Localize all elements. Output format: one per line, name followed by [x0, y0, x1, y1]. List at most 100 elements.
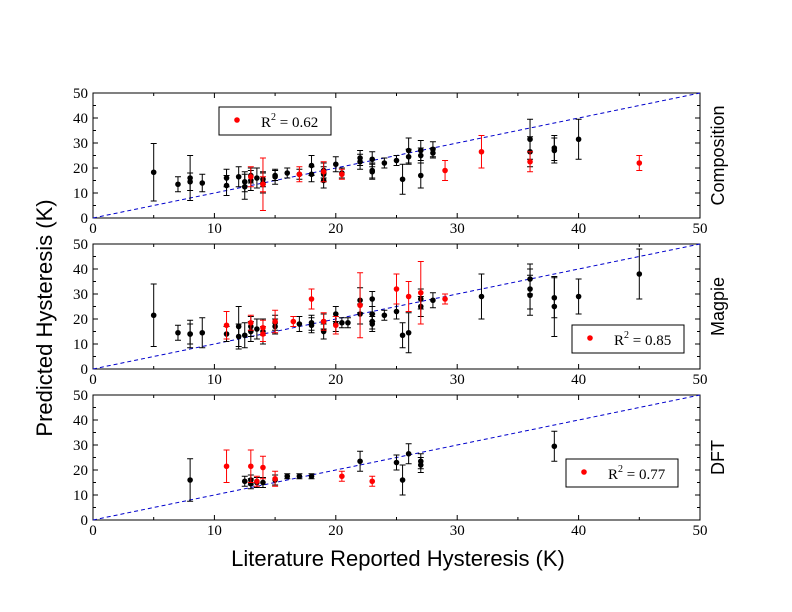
data-point [308, 322, 315, 329]
x-tick-label: 30 [450, 523, 465, 539]
x-tick-label: 0 [89, 221, 97, 237]
y-tick-label: 20 [73, 161, 88, 177]
x-tick-label: 50 [693, 372, 708, 388]
data-point [272, 475, 278, 482]
data-point [527, 158, 533, 165]
data-point [369, 321, 376, 327]
data-point [551, 147, 558, 154]
panel-side-label: Magpie [708, 277, 728, 336]
legend-label: R2 = 0.85 [614, 330, 671, 349]
data-point [369, 167, 376, 174]
data-point [308, 171, 315, 178]
data-point [442, 296, 448, 302]
data-point [430, 146, 436, 153]
data-point [339, 473, 345, 480]
data-point [417, 152, 424, 159]
data-point [284, 473, 291, 480]
data-point [199, 180, 206, 186]
data-point [260, 479, 266, 486]
x-tick-label: 30 [450, 372, 465, 388]
data-point [369, 296, 376, 302]
y-tick-label: 50 [73, 86, 88, 102]
y-tick-label: 30 [73, 287, 88, 303]
y-tick-label: 20 [73, 312, 88, 328]
data-point [333, 161, 339, 168]
data-point [430, 297, 436, 304]
data-point [333, 322, 339, 329]
data-point [575, 136, 582, 143]
panel-dft: 0 10 20 30 40 50 0 10 20 30 40 50 R2 = 0.77 DFT [73, 388, 728, 539]
data-point [260, 324, 266, 331]
data-point [241, 183, 248, 190]
x-tick-label: 20 [328, 523, 343, 539]
data-point [357, 302, 363, 309]
x-tick-label: 10 [207, 523, 222, 539]
data-point [405, 450, 412, 457]
data-point [223, 463, 230, 470]
panel-composition: 0 10 20 30 40 50 0 10 20 30 40 50 R2 = 0.62 Compositi… [73, 86, 728, 237]
data-point [381, 160, 388, 166]
data-point [241, 332, 248, 339]
data-point [284, 170, 291, 176]
data-point [199, 329, 206, 336]
data-point [417, 458, 424, 465]
data-point [308, 296, 315, 302]
y-tick-label: 0 [81, 211, 89, 227]
y-tick-label: 0 [81, 513, 89, 529]
data-point [296, 171, 303, 178]
data-point [369, 156, 376, 163]
data-point [254, 175, 260, 181]
data-point [235, 173, 242, 180]
x-tick-label: 20 [328, 221, 343, 237]
x-tick-label: 50 [693, 523, 708, 539]
data-point [150, 169, 157, 176]
data-point [333, 311, 339, 317]
data-point [187, 175, 193, 181]
data-point [175, 181, 181, 188]
x-tick-label: 20 [328, 372, 343, 388]
legend-marker [587, 335, 593, 341]
data-point [290, 318, 297, 325]
x-tick-label: 50 [693, 221, 708, 237]
data-point [339, 319, 345, 326]
data-point [272, 318, 278, 325]
data-point [381, 312, 388, 319]
data-point [320, 168, 327, 175]
data-point [551, 443, 558, 450]
y-tick-label: 10 [73, 186, 88, 202]
y-tick-label: 30 [73, 438, 88, 454]
x-tick-label: 10 [207, 221, 222, 237]
panel-side-label: Composition [708, 105, 728, 205]
data-point [478, 293, 485, 300]
data-point [223, 175, 230, 181]
data-point [399, 176, 406, 183]
data-point [405, 153, 412, 160]
data-point [150, 312, 157, 319]
legend-marker [581, 469, 587, 475]
data-point [339, 171, 345, 178]
data-point [345, 319, 351, 326]
y-tick-label: 40 [73, 111, 88, 127]
data-point [417, 172, 424, 179]
x-tick-label: 10 [207, 372, 222, 388]
data-point [187, 331, 193, 337]
y-tick-label: 10 [73, 337, 88, 353]
data-point [296, 321, 303, 327]
y-tick-label: 30 [73, 136, 88, 152]
data-point [442, 167, 448, 174]
data-point [393, 286, 400, 292]
data-point [527, 292, 533, 299]
data-point [393, 308, 400, 315]
data-point [235, 333, 242, 340]
data-point [175, 329, 181, 336]
y-tick-label: 40 [73, 262, 88, 278]
data-point [405, 329, 412, 336]
data-point [417, 289, 424, 296]
x-tick-label: 30 [450, 221, 465, 237]
data-point [478, 148, 485, 155]
legend-marker [234, 117, 240, 123]
data-point [636, 160, 643, 166]
legend-box [218, 106, 332, 136]
y-axis-title: Predicted Hysteresis (K) [32, 199, 57, 436]
